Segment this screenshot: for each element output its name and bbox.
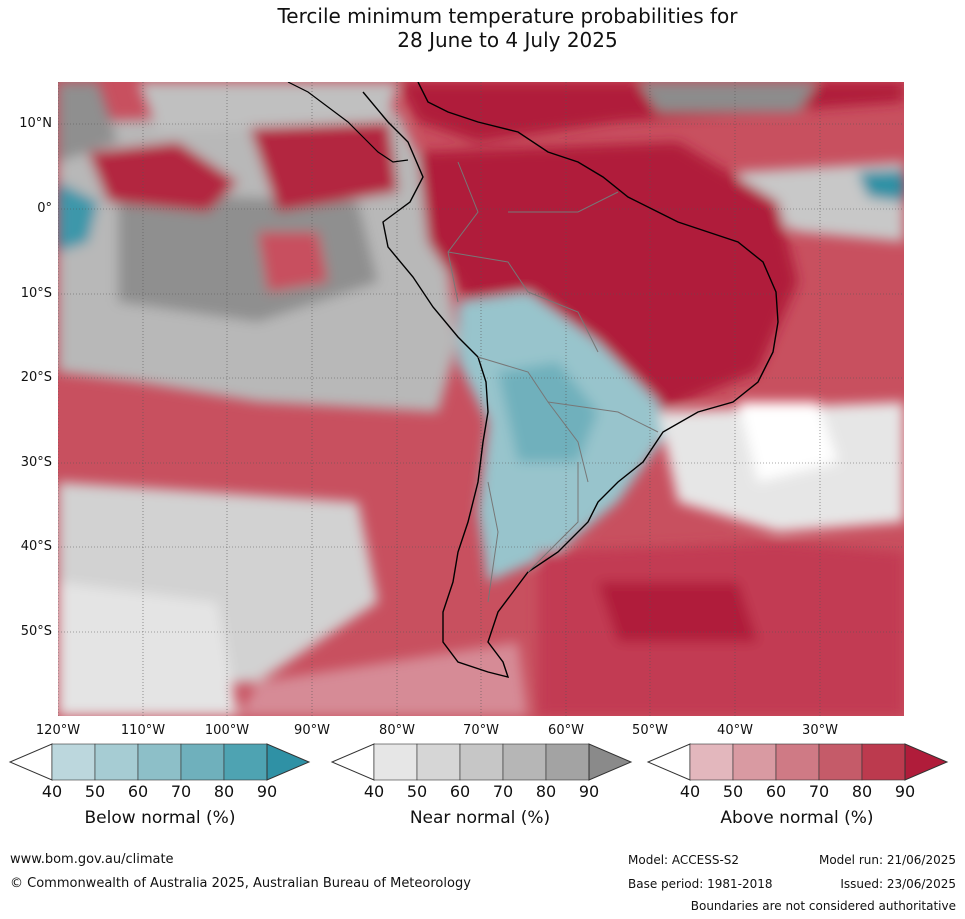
colorbar-tick-label: 70 [170,782,192,801]
colorbar-legend [8,743,949,781]
colorbar-segment [180,743,225,781]
colorbar-segment [775,743,820,781]
lat-tick: 10°S [20,286,52,301]
model-text: Model: ACCESS-S2 [628,853,740,867]
title-line-2: 28 June to 4 July 2025 [397,28,618,52]
lat-tick: 30°S [20,455,52,470]
issued-text: Issued: 23/06/2025 [840,877,956,891]
colorbar-tick-label: 40 [363,782,385,801]
colorbar-right-extension [266,743,311,781]
lon-tick: 100°W [204,723,250,738]
colorbar-tick-label: 70 [808,782,830,801]
colorbar-tick-label: 90 [256,782,278,801]
colorbar-segment [137,743,182,781]
central-america-coastline [287,81,409,163]
title-line-1: Tercile minimum temperature probabilitie… [277,4,738,28]
lat-tick: 0° [37,201,52,216]
colorbar-tick-label: 50 [722,782,744,801]
lat-tick: 50°S [20,624,52,639]
colorbar-segment [223,743,268,781]
colorbar-tick-label: 70 [492,782,514,801]
disclaimer-text: Boundaries are not considered authoritat… [690,899,956,913]
south-america-coastline [362,81,779,678]
colorbar-segment [502,743,547,781]
colorbar-segment [459,743,504,781]
copyright-text: © Commonwealth of Australia 2025, Austra… [10,876,471,891]
probability-shading [58,82,904,716]
lat-tick: 40°S [20,539,52,554]
lat-tick: 10°N [19,116,52,131]
near-normal-label: Near normal (%) [409,808,551,828]
colorbar-tick-label: 50 [406,782,428,801]
colorbar-segment [416,743,461,781]
colorbar-tick-label: 80 [851,782,873,801]
colorbar-segment [818,743,863,781]
colorbar-tick-label: 80 [213,782,235,801]
lon-tick: 30°W [802,723,838,738]
colorbar-right-extension [904,743,949,781]
colorbar-left-extension [330,743,375,781]
model-run-text: Model run: 21/06/2025 [818,853,956,867]
colorbar-tick-label: 90 [894,782,916,801]
below-normal-label: Below normal (%) [84,808,236,828]
lon-tick: 70°W [463,723,499,738]
colorbar-tick-label: 60 [127,782,149,801]
colorbar-segment [94,743,139,781]
colorbar-tick-label: 60 [449,782,471,801]
colorbar-left-extension [646,743,691,781]
colorbar-segment [689,743,734,781]
colorbar-tick-label: 40 [679,782,701,801]
website-link[interactable]: www.bom.gov.au/climate [10,852,174,867]
map-canvas [57,81,904,716]
above-normal-label: Above normal (%) [720,808,874,828]
colorbar-segment [732,743,777,781]
lat-tick: 20°S [20,370,52,385]
lon-tick: 50°W [632,723,668,738]
colorbar-segment [861,743,906,781]
lon-tick: 90°W [294,723,330,738]
colorbar-tick-label: 50 [84,782,106,801]
map-title: Tercile minimum temperature probabilitie… [0,4,965,52]
colorbar-segment [51,743,96,781]
lon-tick: 60°W [548,723,584,738]
colorbar-tick-label: 80 [535,782,557,801]
base-period-text: Base period: 1981-2018 [628,877,773,891]
probability-map [57,81,904,716]
graticule [57,82,904,716]
lon-tick: 120°W [35,723,81,738]
colorbar-tick-label: 60 [765,782,787,801]
lon-tick: 80°W [379,723,415,738]
colorbar-tick-label: 40 [41,782,63,801]
lon-tick: 40°W [717,723,753,738]
lon-tick: 110°W [120,723,166,738]
colorbar-segment [545,743,590,781]
country-borders [447,161,659,603]
colorbar-segment [373,743,418,781]
colorbar-tick-label: 90 [578,782,600,801]
colorbar-left-extension [8,743,53,781]
colorbar-right-extension [588,743,633,781]
